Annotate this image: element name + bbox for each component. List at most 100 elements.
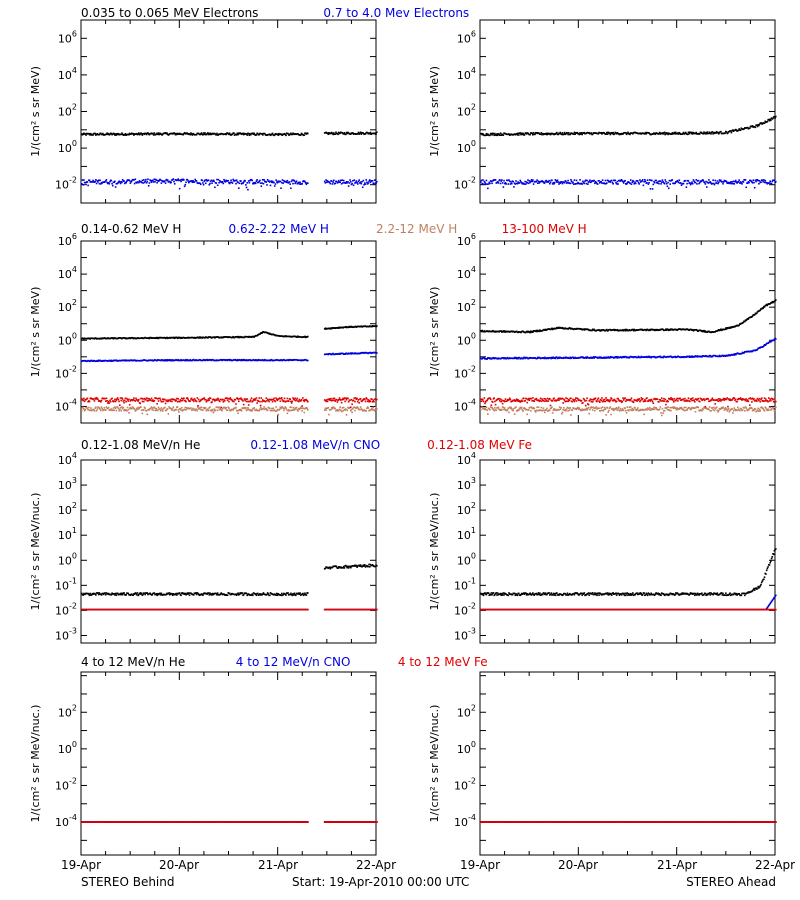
data-point: [571, 400, 574, 403]
data-point: [148, 398, 151, 400]
data-point: [608, 407, 611, 409]
data-point: [529, 330, 532, 333]
data-point: [83, 179, 85, 181]
data-point: [505, 183, 507, 185]
data-point: [622, 328, 624, 331]
data-point: [160, 407, 163, 409]
data-point: [356, 397, 358, 400]
data-point: [649, 400, 652, 402]
data-point: [535, 409, 538, 412]
data-point: [737, 408, 740, 411]
data-point: [563, 398, 565, 401]
data-point: [92, 408, 95, 411]
data-series: [81, 397, 378, 409]
data-point: [273, 185, 276, 187]
data-point: [739, 409, 741, 412]
data-point: [288, 134, 291, 136]
data-point: [120, 399, 123, 402]
data-point: [301, 405, 303, 407]
data-point: [171, 408, 174, 410]
y-axis-label: 1/(cm² s sr MeV): [29, 287, 42, 378]
data-point: [202, 182, 204, 184]
data-point: [702, 133, 705, 135]
data-point: [110, 408, 113, 410]
data-point: [217, 178, 220, 181]
data-point: [587, 406, 590, 409]
data-point: [616, 357, 619, 359]
data-point: [593, 328, 595, 331]
data-point: [130, 408, 133, 410]
data-point: [520, 400, 522, 403]
data-point: [742, 321, 745, 324]
data-point: [211, 401, 213, 403]
data-point: [177, 358, 180, 361]
data-point: [155, 407, 158, 410]
data-point: [349, 399, 351, 402]
data-point: [646, 328, 649, 331]
data-point: [169, 180, 171, 183]
data-point: [740, 182, 743, 184]
data-point: [142, 400, 145, 403]
data-point: [649, 188, 652, 190]
data-point: [770, 341, 772, 343]
data-point: [211, 408, 213, 411]
data-point: [605, 133, 607, 135]
data-point: [595, 406, 598, 408]
data-point: [340, 409, 342, 412]
data-point: [775, 338, 777, 340]
data-point: [653, 132, 655, 134]
data-point: [347, 132, 350, 134]
data-point: [606, 182, 608, 184]
data-point: [658, 182, 660, 185]
data-point: [85, 406, 88, 409]
data-point: [178, 187, 181, 190]
data-point: [216, 409, 219, 411]
data-point: [184, 406, 187, 409]
data-point: [344, 409, 346, 411]
data-point: [610, 131, 613, 134]
data-point: [490, 404, 493, 407]
data-point: [594, 409, 596, 412]
data-point: [203, 133, 206, 136]
data-point: [715, 132, 717, 134]
data-point: [656, 398, 659, 401]
data-point: [121, 397, 123, 399]
data-point: [290, 409, 292, 412]
data-point: [632, 179, 634, 182]
data-point: [82, 183, 85, 186]
data-point: [490, 180, 493, 183]
data-point: [137, 406, 139, 409]
data-point: [295, 180, 298, 183]
data-point: [245, 398, 247, 400]
data-point: [360, 182, 363, 185]
data-point: [249, 400, 251, 403]
data-point: [715, 131, 718, 133]
data-point: [375, 133, 377, 135]
data-point: [342, 397, 344, 400]
data-point: [375, 182, 377, 185]
data-point: [268, 181, 271, 183]
data-point: [307, 359, 309, 362]
data-point: [733, 407, 736, 409]
data-point: [598, 407, 600, 410]
data-point: [564, 400, 567, 403]
data-point: [265, 181, 268, 183]
data-point: [632, 408, 635, 411]
data-point: [612, 131, 614, 134]
data-point: [684, 409, 686, 412]
data-point: [261, 332, 263, 334]
data-point: [376, 325, 378, 327]
data-point: [601, 179, 604, 181]
data-point: [540, 132, 543, 134]
data-point: [767, 341, 770, 344]
data-point: [631, 181, 633, 184]
data-point: [715, 406, 718, 409]
data-point: [184, 399, 187, 402]
data-point: [369, 131, 372, 134]
data-point: [539, 397, 542, 400]
data-point: [219, 407, 222, 410]
data-point: [772, 406, 774, 409]
data-point: [141, 134, 144, 136]
data-point: [618, 409, 621, 412]
data-point: [634, 406, 636, 409]
